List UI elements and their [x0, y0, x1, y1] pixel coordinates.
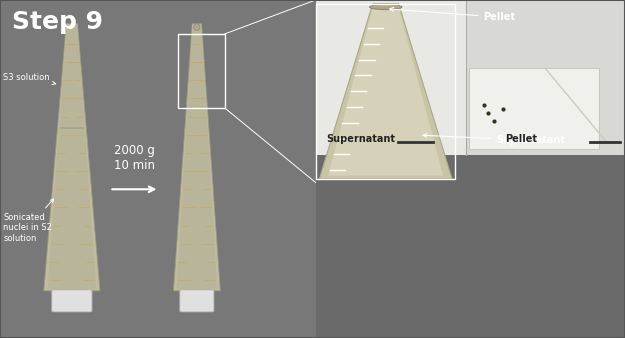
Polygon shape — [48, 25, 96, 289]
Text: Sonicated
nuclei in S2
solution: Sonicated nuclei in S2 solution — [3, 199, 54, 243]
Text: Supernatant: Supernatant — [326, 134, 395, 144]
Ellipse shape — [194, 24, 200, 30]
Bar — [0, 0, 316, 338]
Bar — [466, 0, 625, 155]
FancyBboxPatch shape — [52, 290, 92, 312]
Text: S3 solution: S3 solution — [3, 73, 56, 85]
Polygon shape — [44, 24, 100, 291]
Polygon shape — [319, 4, 452, 179]
Ellipse shape — [369, 4, 402, 9]
Polygon shape — [177, 25, 217, 289]
Bar — [178, 34, 225, 108]
Bar — [316, 155, 625, 338]
Text: Supernatant: Supernatant — [423, 134, 565, 145]
Text: Pellet: Pellet — [390, 7, 515, 22]
Polygon shape — [174, 24, 221, 291]
Text: 2000 g
10 min: 2000 g 10 min — [114, 144, 155, 172]
Polygon shape — [328, 7, 443, 175]
Bar — [469, 68, 599, 149]
Text: Step 9: Step 9 — [12, 10, 104, 34]
Bar — [316, 4, 455, 179]
Bar — [59, 127, 84, 129]
Text: Pellet: Pellet — [506, 134, 538, 144]
Bar — [316, 0, 625, 155]
FancyBboxPatch shape — [180, 290, 214, 312]
Bar — [316, 0, 466, 155]
